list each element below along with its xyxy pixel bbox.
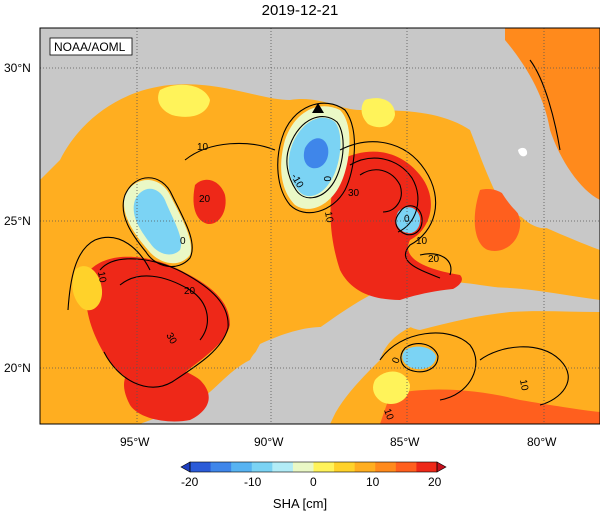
colorbar-swatch: [272, 462, 294, 472]
lon-label-85w: 85°W: [390, 435, 420, 449]
contour-zero-central: [277, 102, 355, 214]
cuba: [398, 287, 600, 330]
colorbar-swatch: [190, 462, 212, 472]
colorbar-swatch: [395, 462, 417, 472]
contour-ten-loop: [339, 141, 441, 279]
contour-thirty-loop: [359, 169, 402, 213]
colorbar-swatch: [416, 462, 438, 472]
west-yellow-patch: [72, 266, 103, 311]
colorbar-swatch: [375, 462, 397, 472]
contour-label: 10: [416, 236, 428, 247]
colorbar-swatch: [251, 462, 273, 472]
contour-label: 10: [95, 271, 108, 284]
western-warm-eddy: [85, 256, 230, 386]
contour-ten-caribbean-east: [479, 346, 569, 406]
contour-label: 30: [348, 188, 360, 199]
colorbar-swatch: [354, 462, 376, 472]
caribbean-warm-strip: [380, 389, 600, 424]
colorbar-tick-label: 20: [428, 475, 442, 489]
northeast-yellow-patch: [361, 98, 395, 128]
contour-label: 0: [390, 356, 402, 365]
colorbar-swatch: [313, 462, 335, 472]
colorbar-max-arrow: [436, 461, 447, 473]
contour-label: 30: [163, 331, 178, 347]
central-cold-eddy-core: [303, 138, 329, 169]
contour-minus10: [286, 116, 344, 199]
lat-label-20n: 20°N: [4, 361, 31, 375]
contour-twenty-loop: [349, 157, 419, 233]
contour-label: 10: [517, 379, 530, 392]
contour-label: 0: [180, 236, 186, 247]
station-marker-icon: [312, 103, 324, 113]
colorbar-title: SHA [cm]: [272, 496, 328, 511]
caribbean-cold-eddy: [402, 346, 436, 370]
contour-zero-west: [122, 177, 193, 268]
source-label: NOAA/AOML: [54, 40, 126, 54]
lat-label-30n: 30°N: [4, 61, 31, 75]
contour-ten-caribbean: [379, 332, 477, 401]
colorbar-swatch: [334, 462, 356, 472]
small-warm-eddy: [193, 179, 226, 225]
caribbean-yellow-patch: [373, 371, 410, 405]
contour-ten-west: [67, 236, 151, 311]
contour-label: 0: [404, 214, 410, 225]
contour-label: 10: [381, 407, 395, 422]
southern-warm-patch: [124, 364, 209, 422]
colorbar-tick-label: -20: [181, 475, 199, 489]
map-title: 2019-12-21: [261, 2, 339, 19]
contour-ten-north: [184, 142, 276, 161]
western-cold-eddy: [133, 188, 182, 255]
colorbar-tick-label: 10: [366, 475, 380, 489]
colorbar-swatch: [210, 462, 232, 472]
colorbar-border: [189, 461, 438, 473]
contour-label: 20: [184, 286, 196, 297]
contour-label: 10: [197, 142, 209, 153]
north-yellow-patch: [158, 84, 210, 117]
colorbar-swatch: [231, 462, 253, 472]
contour-zero-caribbean: [400, 343, 439, 373]
lon-label-90w: 90°W: [254, 435, 284, 449]
contour-label: 10: [322, 211, 335, 224]
contour-label: 20: [428, 254, 440, 265]
bahamas: [518, 147, 528, 157]
contour-label: 0: [321, 176, 332, 182]
colorbar-swatch: [292, 462, 314, 472]
florida-peninsula: [470, 75, 555, 229]
colorbar-min-arrow: [180, 461, 191, 473]
yucatan: [230, 326, 357, 424]
colorbar: [180, 461, 447, 473]
contour-lines: [67, 59, 569, 406]
contour-twenty-east: [419, 253, 452, 276]
contour-twenty-west: [99, 258, 229, 388]
lon-label-95w: 95°W: [120, 435, 150, 449]
contour-zero-east: [395, 205, 423, 236]
map-frame: [39, 27, 600, 425]
east-warm-patch: [474, 189, 521, 251]
source-label-box: [49, 37, 133, 56]
east-cold-eddy: [396, 207, 421, 234]
contour-thirty-west: [119, 275, 208, 341]
lat-label-25n: 25°N: [4, 214, 31, 228]
contour-label: 20: [199, 194, 211, 205]
lon-label-80w: 80°W: [527, 435, 557, 449]
graticule: [40, 28, 600, 424]
contour-atlantic: [529, 59, 561, 151]
colorbar-tick-label: -10: [244, 475, 262, 489]
colorbar-tick-label: 0: [310, 475, 317, 489]
